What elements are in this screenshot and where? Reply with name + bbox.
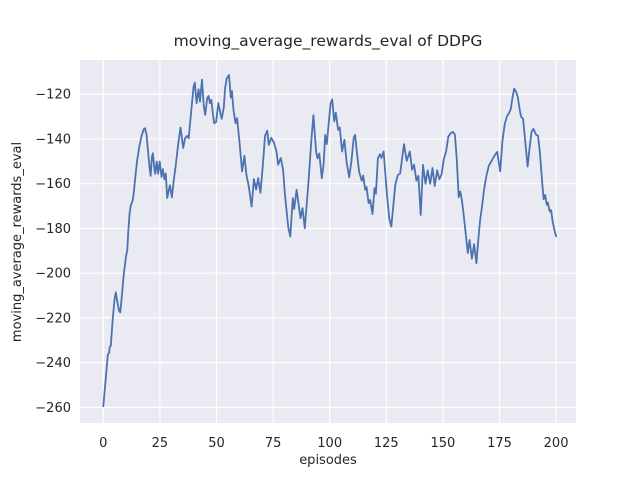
reward-line-series [102,74,557,408]
y-tick-label--160: −160 [35,177,71,192]
axes-background [80,60,576,423]
y-tick-label--180: −180 [35,222,71,237]
y-tick-label--120: −120 [35,88,71,103]
y-axis-label: moving_average_rewards_eval [10,142,25,342]
plot-area: 0 25 50 75 100 125 150 175 200 −120 −140 −160 −180 −2… [35,60,576,451]
x-tick-label-50: 50 [208,436,225,451]
y-tick-label--200: −200 [35,267,71,282]
x-tick-label-100: 100 [317,436,342,451]
chart-title: moving_average_rewards_eval of DDPG [174,32,483,51]
y-tick-label--140: −140 [35,132,71,147]
x-tick-label-150: 150 [430,436,455,451]
x-tick-label-25: 25 [152,436,169,451]
y-tick-label--260: −260 [35,401,71,416]
x-tick-label-75: 75 [265,436,282,451]
x-tick-label-200: 200 [544,436,569,451]
x-axis-label: episodes [299,453,357,468]
x-tick-label-0: 0 [99,436,107,451]
x-tick-label-125: 125 [374,436,399,451]
y-tick-label--220: −220 [35,311,71,326]
y-tick-label--240: −240 [35,356,71,371]
x-tick-label-175: 175 [487,436,512,451]
